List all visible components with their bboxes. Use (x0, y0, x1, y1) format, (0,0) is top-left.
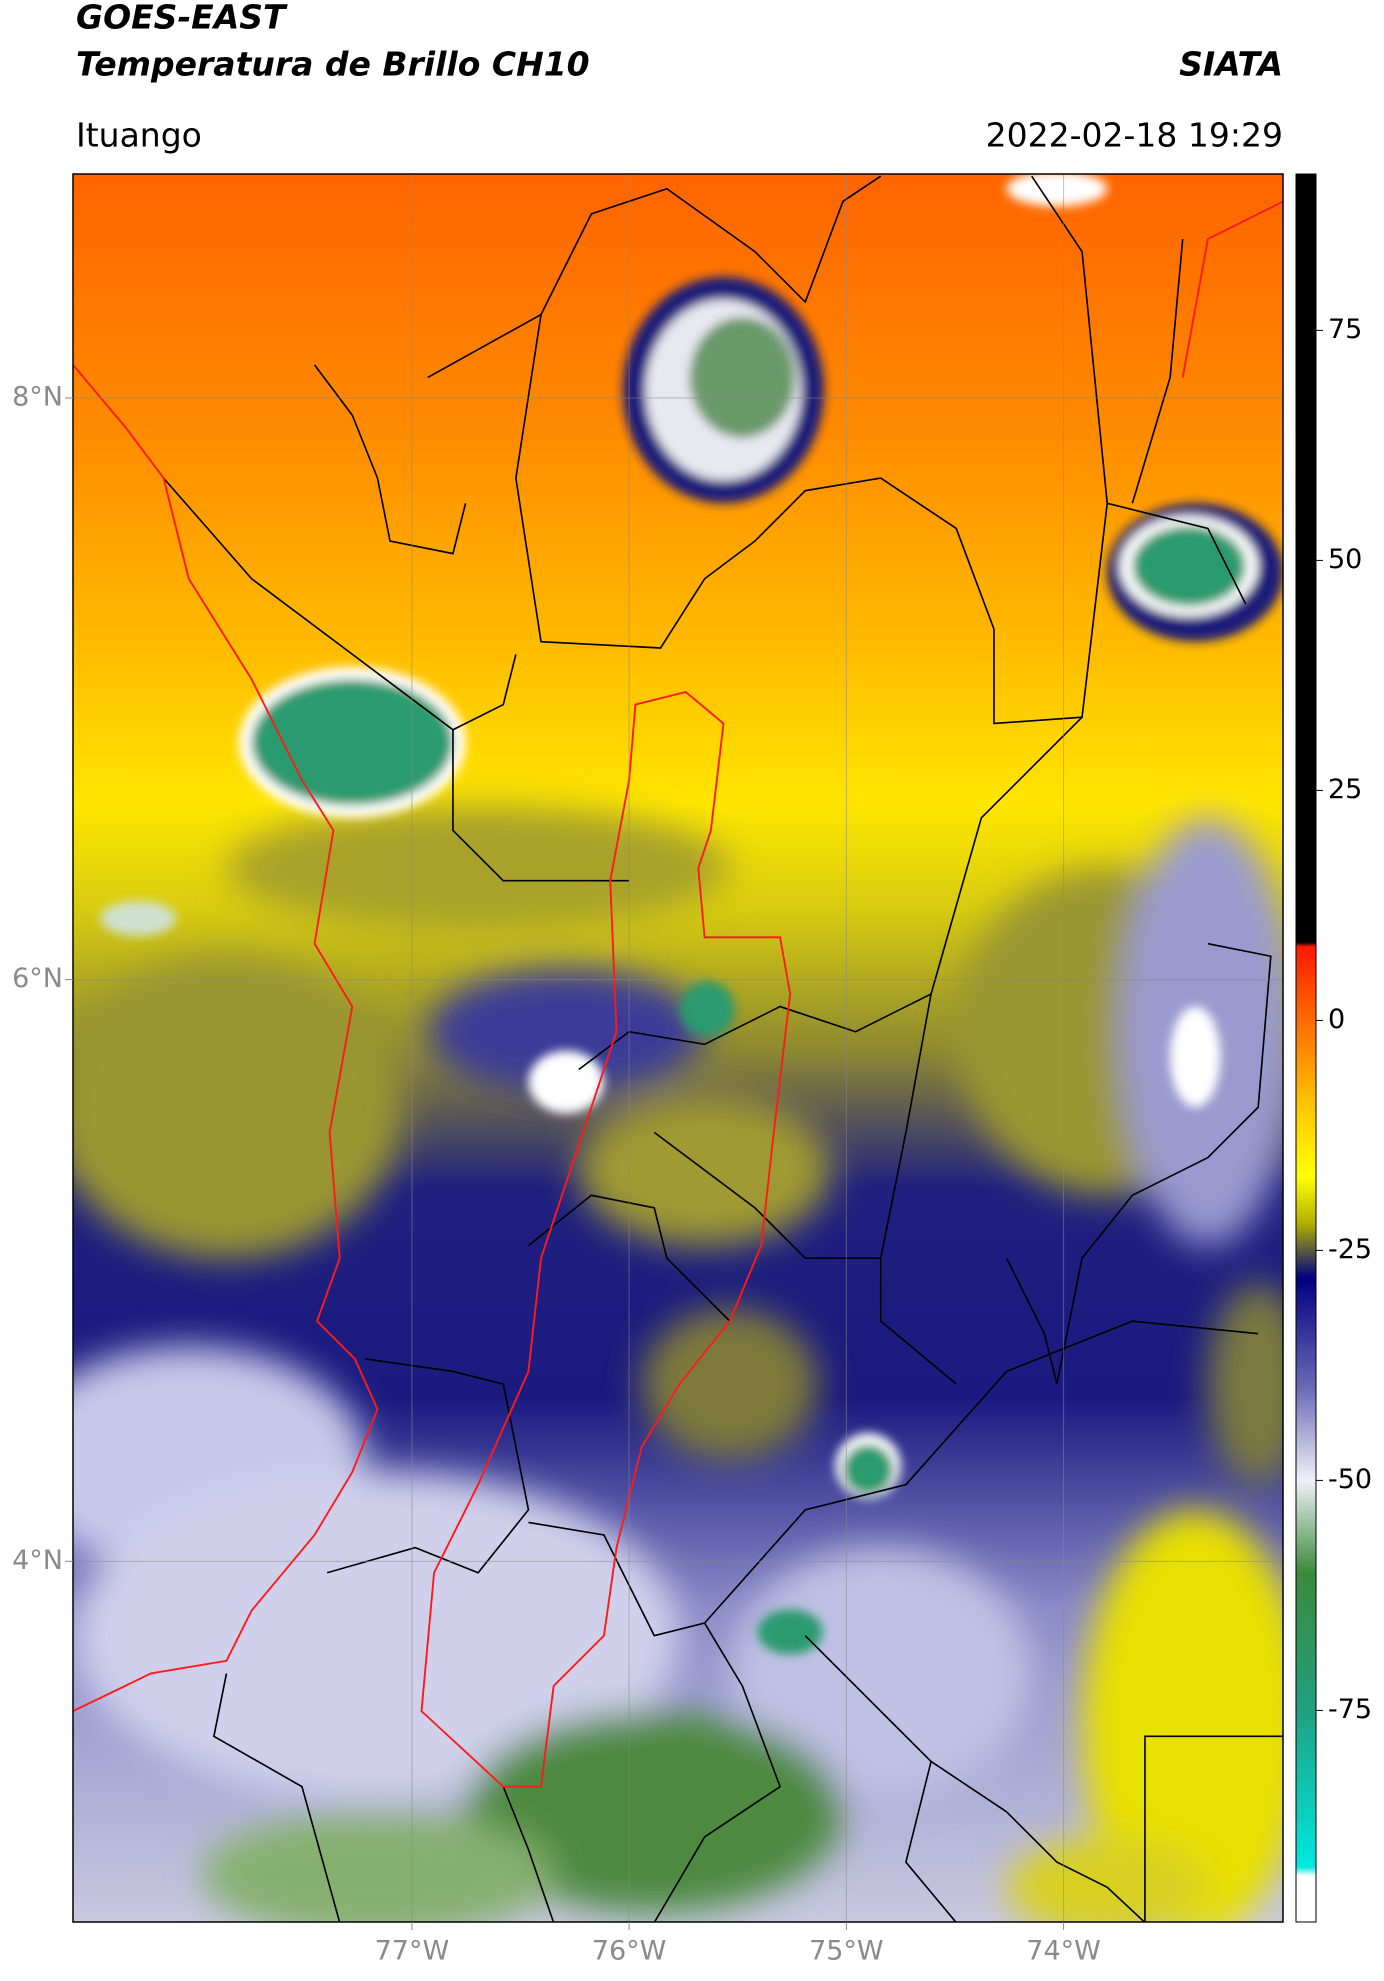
x-tick-label: 77°W (375, 1936, 450, 1967)
x-tick-label: 74°W (1026, 1936, 1101, 1967)
colorbar-label: -25 (1328, 1234, 1372, 1265)
colorbar (1295, 173, 1317, 1923)
grid (73, 174, 1283, 1922)
colorbar-label: 0 (1328, 1004, 1345, 1035)
datetime: 2022-02-18 19:29 (986, 116, 1283, 155)
colorbar-label: -50 (1328, 1464, 1372, 1495)
map-image (72, 173, 1284, 1923)
colorbar-label: 50 (1328, 544, 1362, 575)
source: SIATA (1179, 45, 1283, 84)
y-tick-label: 6°N (12, 963, 63, 994)
y-tick-label: 4°N (12, 1545, 63, 1576)
x-tick-label: 75°W (809, 1936, 884, 1967)
subtitle: Temperatura de Brillo CH10 (76, 45, 590, 84)
y-tick-label: 8°N (12, 381, 63, 412)
location: Ituango (76, 116, 202, 155)
x-tick-label: 76°W (592, 1936, 667, 1967)
colorbar-label: 25 (1328, 774, 1362, 805)
colorbar-label: -75 (1328, 1694, 1372, 1725)
colorbar-label: 75 (1328, 314, 1362, 345)
map-frame (72, 173, 1284, 1923)
title: GOES-EAST (76, 0, 288, 37)
